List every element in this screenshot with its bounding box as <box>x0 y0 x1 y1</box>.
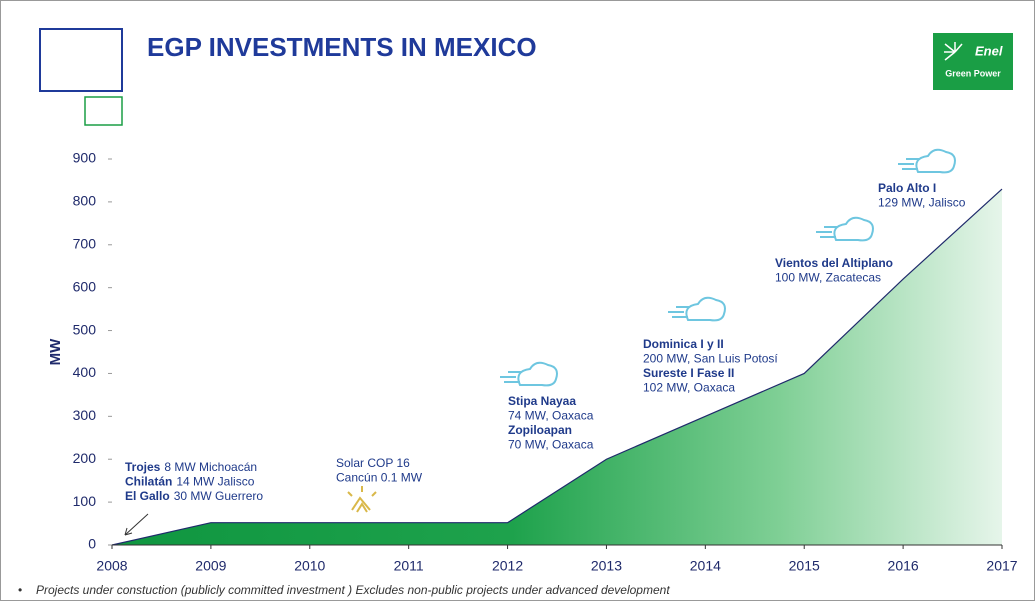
annotation-detail: 200 MW, San Luis Potosí <box>643 352 778 366</box>
annotation-name: Palo Alto I <box>878 181 936 195</box>
x-tick-label: 2010 <box>294 558 325 574</box>
deco-box <box>39 28 123 92</box>
annotation: El Gallo 30 MW Guerrero <box>125 489 263 503</box>
sun-icon <box>347 486 377 513</box>
x-tick-label: 2011 <box>394 558 424 574</box>
annotation-name: Sureste I Fase II <box>643 366 734 380</box>
annotation-name: Vientos del Altiplano <box>775 256 893 270</box>
annotation-detail: Cancún 0.1 MW <box>336 471 423 485</box>
annotation-detail: 8 MW Michoacán <box>164 460 257 474</box>
y-axis-label: MW <box>47 338 64 365</box>
y-tick-label: 600 <box>73 278 97 294</box>
annotation-detail: 100 MW, Zacatecas <box>775 271 881 285</box>
annotation-name: El Gallo <box>125 489 170 503</box>
annotation-name: Zopiloapan <box>508 423 572 437</box>
arrow <box>124 513 149 536</box>
y-tick-label: 300 <box>73 407 97 423</box>
annotation-name: Chilatán <box>125 475 172 489</box>
annotation-name: Solar COP 16 <box>336 456 410 470</box>
deco-box <box>84 96 123 126</box>
bullet: • <box>18 583 22 597</box>
area-line <box>111 188 1003 546</box>
annotation-detail: 74 MW, Oaxaca <box>508 409 594 423</box>
logo-icon <box>944 42 963 61</box>
annotation-name: Trojes <box>125 460 161 474</box>
x-tick-label: 2015 <box>789 558 820 574</box>
annotation-name: Stipa Nayaa <box>508 394 576 408</box>
annotation: Trojes 8 MW Michoacán <box>125 460 257 474</box>
x-tick-label: 2016 <box>888 558 919 574</box>
x-tick-label: 2009 <box>195 558 226 574</box>
x-tick-label: 2008 <box>96 558 127 574</box>
annotation-detail: 102 MW, Oaxaca <box>643 381 735 395</box>
title: EGP INVESTMENTS IN MEXICO <box>147 32 537 62</box>
y-tick-label: 0 <box>88 536 96 552</box>
x-tick-label: 2012 <box>492 558 523 574</box>
annotation-detail: 129 MW, Jalisco <box>878 196 966 210</box>
annotation-detail: 30 MW Guerrero <box>174 489 264 503</box>
x-tick-label: 2014 <box>690 558 721 574</box>
logo-brand: Enel <box>975 43 1003 58</box>
y-tick-label: 900 <box>73 150 97 166</box>
x-tick-label: 2017 <box>986 558 1017 574</box>
logo-subtitle: Green Power <box>945 68 1001 78</box>
plot: 0 100 200 300 400 500 600 700 800 900 2008 2009 2010… <box>73 150 1018 574</box>
annotation: Chilatán 14 MW Jalisco <box>125 475 255 489</box>
x-tick-label: 2013 <box>591 558 622 574</box>
y-tick-label: 700 <box>73 235 97 251</box>
area <box>112 189 1002 545</box>
annotation-name: Dominica I y II <box>643 337 724 351</box>
y-tick-label: 800 <box>73 193 97 209</box>
logo <box>933 33 1013 90</box>
annotation-detail: 70 MW, Oaxaca <box>508 438 594 452</box>
y-tick-label: 200 <box>73 450 97 466</box>
annotation-detail: 14 MW Jalisco <box>176 475 254 489</box>
y-tick-label: 500 <box>73 321 97 337</box>
footnote: Projects under constuction (publicly com… <box>36 583 670 597</box>
y-tick-label: 400 <box>73 364 97 380</box>
y-tick-label: 100 <box>73 493 97 509</box>
clouds <box>500 148 956 387</box>
